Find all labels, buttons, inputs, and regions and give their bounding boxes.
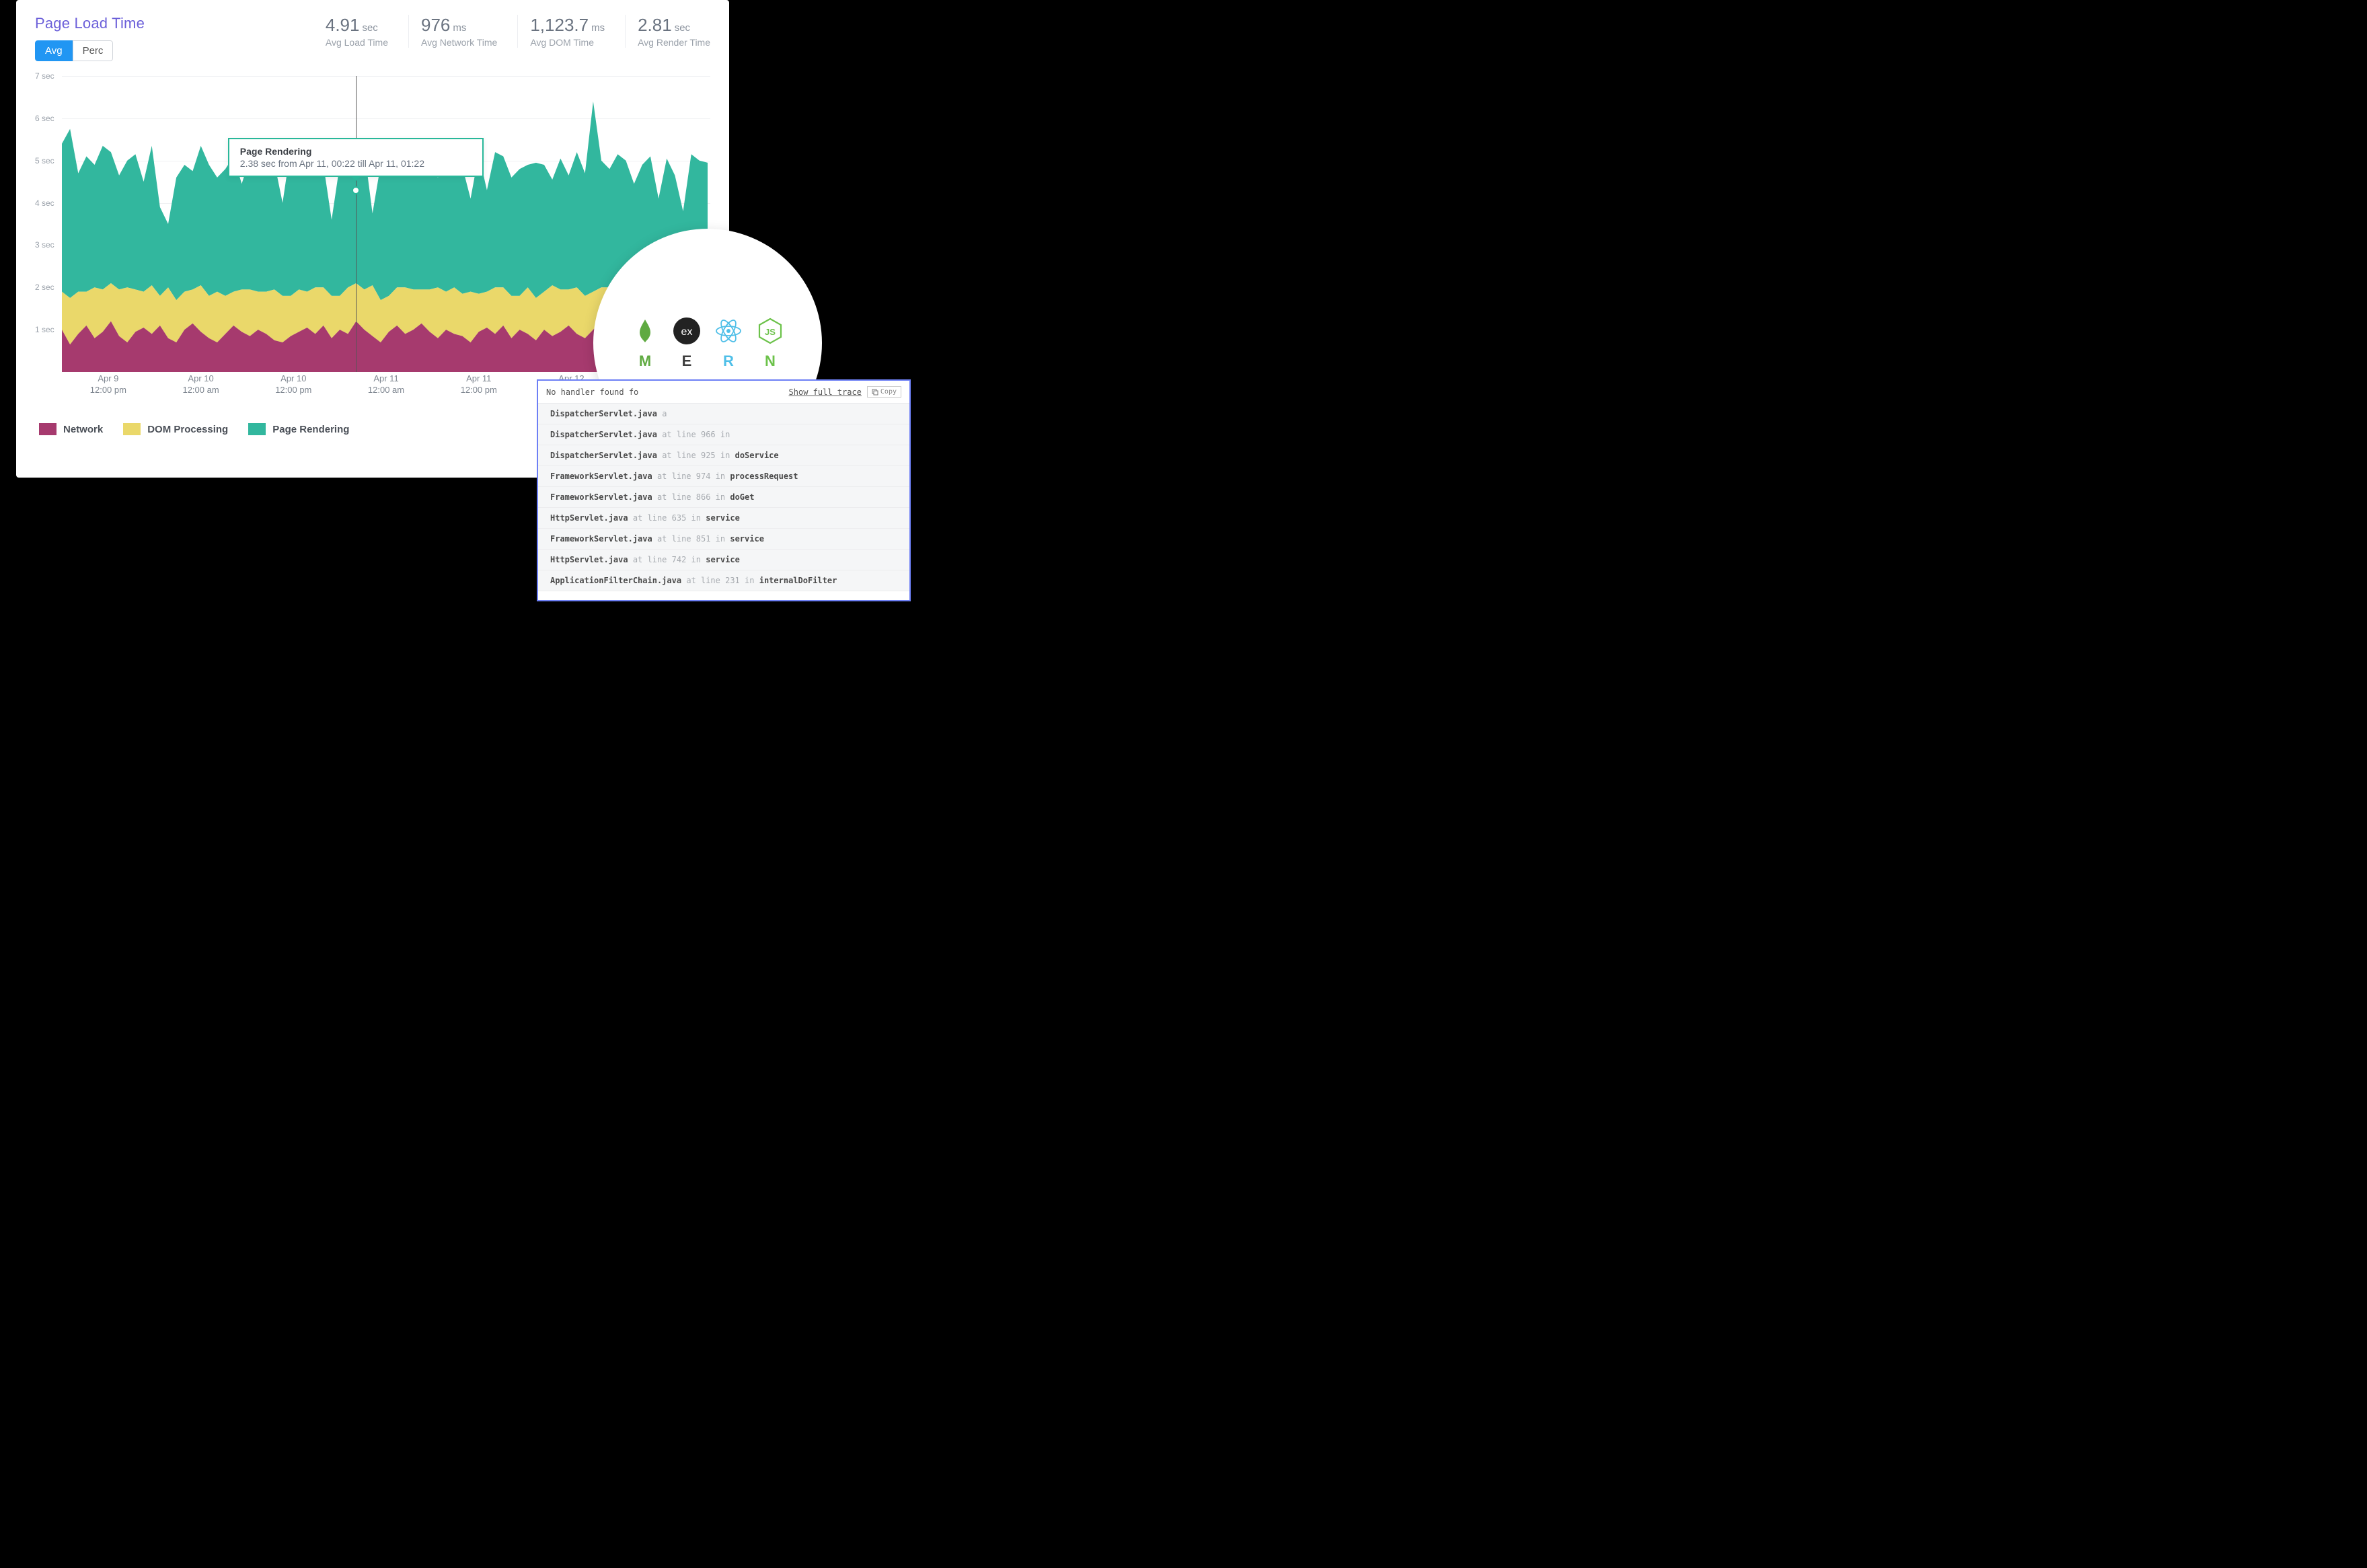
toggle-perc-button[interactable]: Perc <box>73 40 114 61</box>
legend-label: Network <box>63 424 103 435</box>
metric: 976ms Avg Network Time <box>408 15 497 48</box>
metric-value: 976 <box>421 15 450 35</box>
trace-row[interactable]: FrameworkServlet.java at line 974 in pro… <box>538 466 909 487</box>
series-page-rendering <box>62 102 708 300</box>
y-tick: 7 sec <box>35 71 54 81</box>
title-block: Page Load Time Avg Perc <box>35 15 145 61</box>
legend-item[interactable]: Network <box>39 423 103 435</box>
react-icon <box>714 316 743 346</box>
mern-letter: M <box>639 352 651 370</box>
y-tick: 5 sec <box>35 156 54 165</box>
legend-label: Page Rendering <box>272 424 349 435</box>
trace-row[interactable]: FrameworkServlet.java at line 866 in doG… <box>538 487 909 508</box>
legend-swatch <box>123 423 141 435</box>
copy-label: Copy <box>880 388 897 396</box>
page-title: Page Load Time <box>35 15 145 32</box>
trace-row[interactable]: DispatcherServlet.java at line 925 in do… <box>538 445 909 466</box>
metric: 1,123.7ms Avg DOM Time <box>517 15 605 48</box>
x-tick: Apr 1012:00 am <box>155 373 248 396</box>
y-tick: 4 sec <box>35 198 54 208</box>
copy-trace-button[interactable]: Copy <box>867 386 901 398</box>
chart-tooltip: Page Rendering 2.38 sec from Apr 11, 00:… <box>228 138 484 177</box>
tooltip-title: Page Rendering <box>240 146 472 157</box>
metric: 2.81sec Avg Render Time <box>625 15 710 48</box>
avg-perc-toggle: Avg Perc <box>35 40 113 61</box>
show-full-trace-link[interactable]: Show full trace <box>789 387 862 397</box>
x-tick: Apr 1112:00 am <box>340 373 433 396</box>
svg-text:ex: ex <box>681 326 693 338</box>
metric-label: Avg Network Time <box>421 37 497 48</box>
copy-icon <box>872 389 878 396</box>
x-tick: Apr 912:00 pm <box>62 373 155 396</box>
x-tick: Apr 1112:00 pm <box>433 373 525 396</box>
metric: 4.91sec Avg Load Time <box>313 15 388 48</box>
metric-label: Avg Load Time <box>326 37 388 48</box>
express-icon: ex <box>672 316 702 346</box>
legend-item[interactable]: Page Rendering <box>248 423 349 435</box>
trace-row[interactable]: DispatcherServlet.java at line 966 in <box>538 424 909 445</box>
metric-label: Avg Render Time <box>638 37 710 48</box>
trace-row[interactable]: HttpServlet.java at line 742 in service <box>538 550 909 570</box>
mern-item: ex E <box>672 316 702 370</box>
trace-error-msg: No handler found fo <box>546 387 638 397</box>
svg-text:JS: JS <box>765 327 776 337</box>
y-tick: 3 sec <box>35 240 54 250</box>
mern-item: JS N <box>755 316 785 370</box>
y-tick: 6 sec <box>35 114 54 123</box>
metric-unit: ms <box>591 22 605 34</box>
chart-cursor-dot <box>352 186 360 194</box>
mongo-icon <box>630 316 660 346</box>
metric-value: 2.81 <box>638 15 672 35</box>
legend-swatch <box>39 423 57 435</box>
y-tick: 1 sec <box>35 325 54 334</box>
metrics-row: 4.91secAvg Load Time976msAvg Network Tim… <box>313 15 710 48</box>
tooltip-body: 2.38 sec from Apr 11, 00:22 till Apr 11,… <box>240 158 472 169</box>
metric-unit: sec <box>675 22 690 34</box>
toggle-avg-button[interactable]: Avg <box>35 40 73 61</box>
metric-label: Avg DOM Time <box>530 37 605 48</box>
metric-value: 4.91 <box>326 15 360 35</box>
mern-letter: R <box>723 352 734 370</box>
mern-item: R <box>714 316 743 370</box>
legend-label: DOM Processing <box>147 424 228 435</box>
x-tick: Apr 1012:00 pm <box>247 373 340 396</box>
legend-swatch <box>248 423 266 435</box>
trace-header: No handler found fo Show full trace Copy <box>538 381 909 404</box>
mern-item: M <box>630 316 660 370</box>
mern-letter: E <box>682 352 692 370</box>
panel-header: Page Load Time Avg Perc 4.91secAvg Load … <box>35 15 710 61</box>
trace-row[interactable]: DispatcherServlet.java a <box>538 404 909 424</box>
metric-unit: ms <box>453 22 466 34</box>
trace-row[interactable]: ApplicationFilterChain.java at line 231 … <box>538 570 909 591</box>
trace-row[interactable]: FrameworkServlet.java at line 851 in ser… <box>538 529 909 550</box>
stack-trace-panel: No handler found fo Show full trace Copy… <box>537 379 911 601</box>
trace-row[interactable]: HttpServlet.java at line 635 in service <box>538 508 909 529</box>
y-tick: 2 sec <box>35 283 54 292</box>
metric-value: 1,123.7 <box>530 15 589 35</box>
legend-item[interactable]: DOM Processing <box>123 423 228 435</box>
metric-unit: sec <box>362 22 377 34</box>
mern-letter: N <box>765 352 776 370</box>
node-icon: JS <box>755 316 785 346</box>
